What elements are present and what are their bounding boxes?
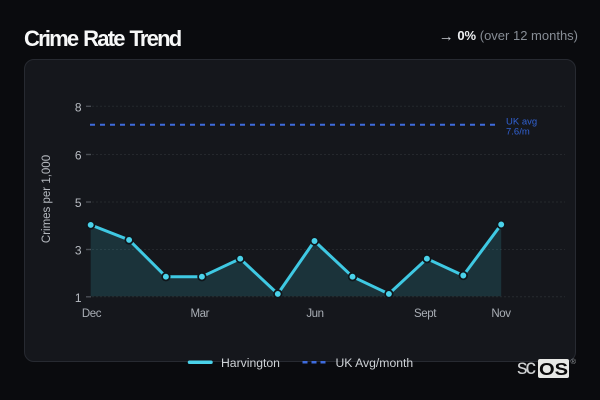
svg-text:Dec: Dec (82, 308, 102, 320)
svg-text:Sept: Sept (414, 308, 437, 320)
svg-text:8: 8 (75, 100, 82, 114)
svg-text:6: 6 (75, 149, 82, 163)
svg-text:Mar: Mar (190, 308, 209, 320)
svg-text:UK avg: UK avg (506, 117, 537, 128)
svg-text:1: 1 (75, 291, 82, 305)
svg-text:Nov: Nov (491, 308, 511, 320)
svg-text:Jun: Jun (306, 308, 323, 320)
svg-text:Crimes per 1,000: Crimes per 1,000 (41, 155, 53, 243)
svg-text:7.6/m: 7.6/m (506, 127, 530, 138)
svg-text:3: 3 (75, 244, 82, 258)
svg-text:5: 5 (75, 196, 82, 210)
